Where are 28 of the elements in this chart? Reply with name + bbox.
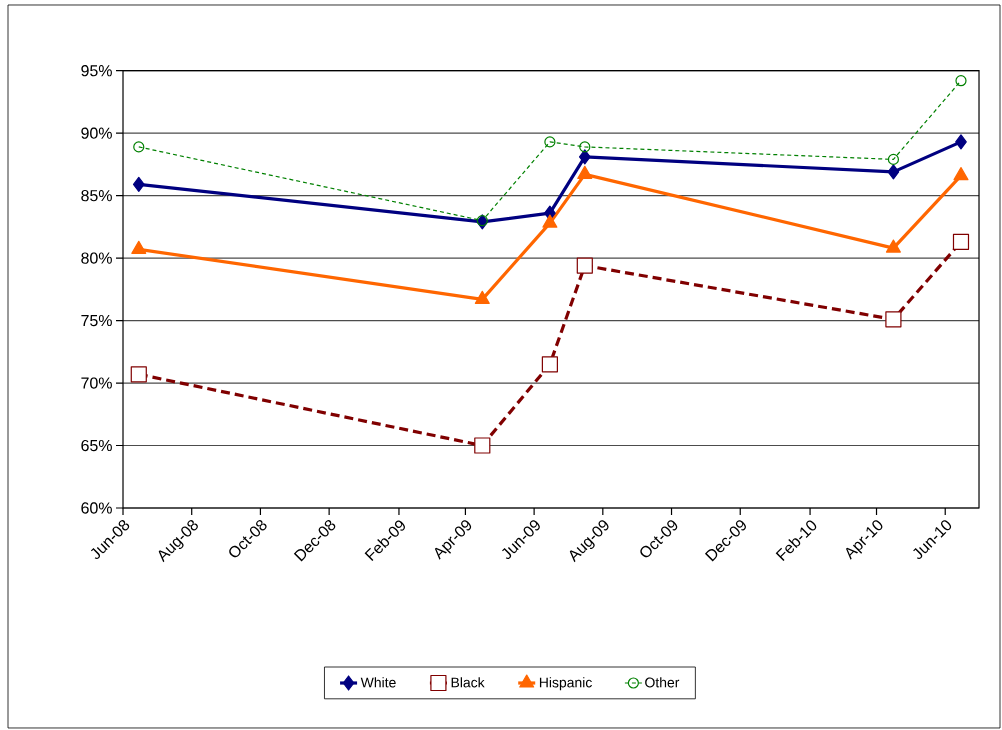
point xyxy=(132,176,145,192)
point xyxy=(885,311,902,328)
point xyxy=(578,149,591,165)
point xyxy=(133,141,145,153)
point xyxy=(576,257,593,274)
point xyxy=(474,437,491,454)
point xyxy=(955,134,967,150)
point xyxy=(887,153,900,165)
y-tick-label: 95% xyxy=(81,65,112,77)
y-tick-label: 85% xyxy=(81,189,112,202)
y-tick-label: 90% xyxy=(81,127,112,139)
legend-label: Other xyxy=(645,677,680,688)
point xyxy=(544,136,556,148)
y-tick-label: 70% xyxy=(81,377,112,389)
y-tick-label: 75% xyxy=(81,314,112,327)
y-tick-label: 60% xyxy=(81,502,112,514)
y-tick-label: 65% xyxy=(81,439,112,452)
y-tick-label: 80% xyxy=(81,252,112,264)
legend-label: Black xyxy=(451,677,485,688)
legend-label: White xyxy=(360,677,396,688)
point xyxy=(952,233,970,250)
point xyxy=(887,164,900,180)
point xyxy=(130,366,147,383)
legend-label: Hispanic xyxy=(539,677,592,691)
point xyxy=(953,167,969,181)
point xyxy=(579,141,591,153)
point xyxy=(955,75,967,87)
point xyxy=(541,356,558,373)
